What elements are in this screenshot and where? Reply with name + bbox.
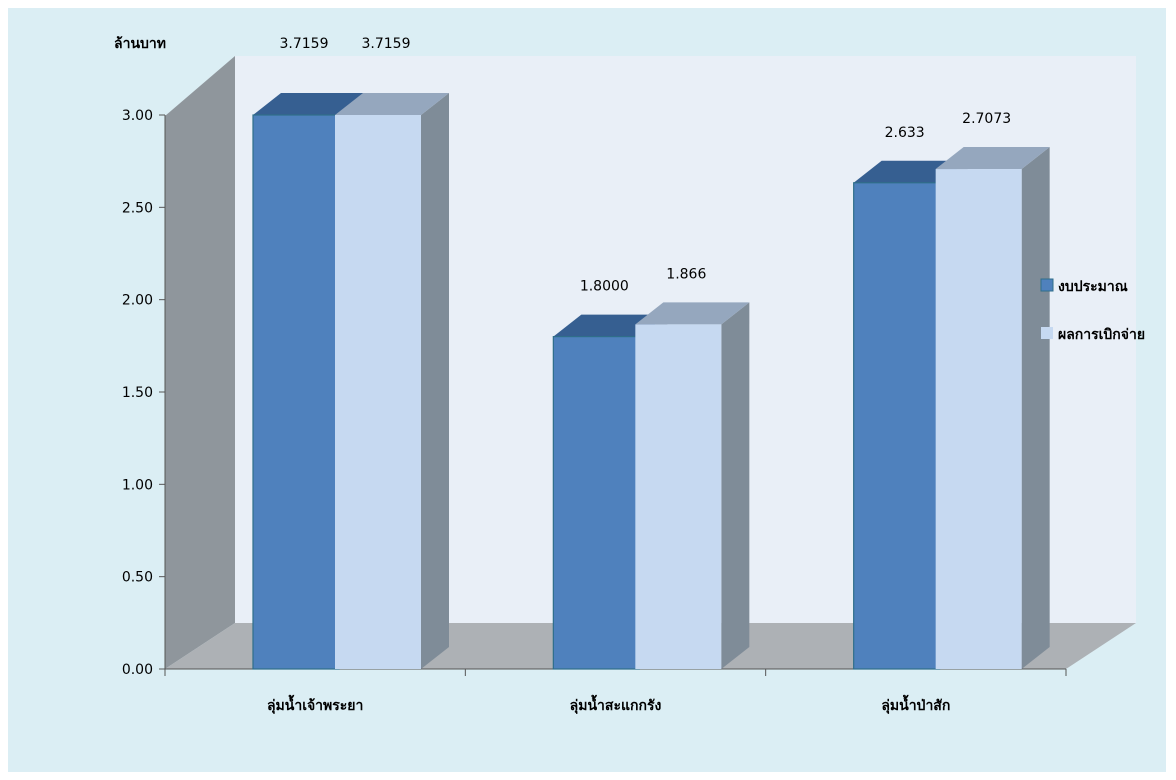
data-label: 1.8000 bbox=[580, 279, 629, 295]
y-tick-label: 1.00 bbox=[122, 477, 153, 493]
legend-entry: งบประมาณ bbox=[1058, 279, 1128, 295]
bar-top-face bbox=[253, 93, 367, 115]
data-label: 2.7073 bbox=[962, 111, 1011, 127]
y-tick-label: 0.50 bbox=[122, 570, 153, 586]
legend-entry: ผลการเบิกจ่าย bbox=[1058, 327, 1145, 343]
y-tick-label: 1.50 bbox=[122, 385, 153, 401]
bar-side-face bbox=[721, 302, 750, 669]
data-label: 2.633 bbox=[885, 125, 925, 141]
bar-top-face bbox=[635, 302, 750, 325]
x-category-label: ลุ่มน้ำสะแกกรัง bbox=[570, 694, 662, 714]
bar-front-face bbox=[635, 324, 722, 669]
data-label: 3.7159 bbox=[280, 36, 329, 52]
bar-disbursed bbox=[635, 302, 750, 669]
bar-front-face bbox=[552, 336, 640, 670]
bar-disbursed bbox=[935, 147, 1050, 669]
plot-side-wall bbox=[165, 56, 235, 669]
y-tick-label: 3.00 bbox=[122, 108, 153, 124]
bar-top-face bbox=[935, 147, 1050, 170]
x-category-label: ลุ่มน้ำป่าสัก bbox=[881, 694, 950, 714]
y-tick-label: 2.00 bbox=[122, 293, 153, 309]
bar-front-face bbox=[335, 115, 421, 669]
legend-swatch bbox=[1040, 278, 1054, 292]
bar-front-face bbox=[853, 182, 941, 670]
budget-chart: 0.00 0.50 1.00 1.50 2.00 2.50 3.00 ล้านบาท 3.715… bbox=[114, 36, 1145, 714]
chart-area: 0.00 0.50 1.00 1.50 2.00 2.50 3.00 ล้านบาท 3.715… bbox=[8, 8, 1166, 772]
legend-swatch bbox=[1041, 327, 1053, 339]
bar-front-face bbox=[252, 114, 340, 670]
bar-side-face bbox=[1021, 147, 1050, 669]
y-tick-label: 0.00 bbox=[122, 662, 153, 678]
data-label: 3.7159 bbox=[362, 36, 411, 52]
bar-front-face bbox=[935, 169, 1022, 669]
data-label: 1.866 bbox=[666, 266, 706, 282]
y-unit-label: ล้านบาท bbox=[114, 36, 166, 52]
bar-side-face bbox=[421, 93, 449, 669]
x-category-label: ลุ่มน้ำเจ้าพระยา bbox=[267, 694, 363, 714]
bar-top-face bbox=[335, 93, 449, 115]
y-tick-label: 2.50 bbox=[122, 200, 153, 216]
bar-disbursed bbox=[335, 93, 449, 669]
